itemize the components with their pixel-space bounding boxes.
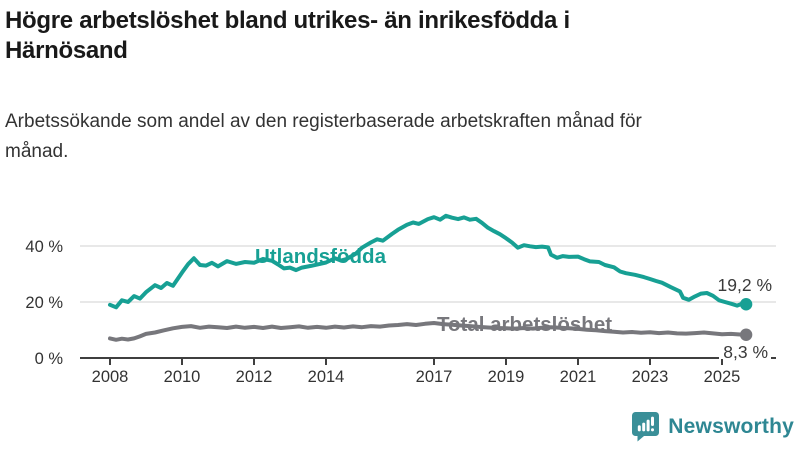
end-value-label-utlandsfodda: 19,2 % <box>718 275 772 295</box>
y-axis-label: 40 % <box>25 238 63 256</box>
chart-subtitle: Arbetssökande som andel av den registerb… <box>5 111 642 162</box>
y-axis-label: 0 % <box>35 350 64 368</box>
series-end-dot-total <box>739 328 753 341</box>
series-end-dot-utlandsfodda <box>739 298 753 311</box>
x-axis-label: 2014 <box>308 368 345 386</box>
x-axis-label: 2008 <box>92 368 129 386</box>
x-axis-label: 2021 <box>560 368 597 386</box>
x-axis-label: 2019 <box>488 368 525 386</box>
x-axis-label: 2010 <box>164 368 201 386</box>
end-label-bg <box>719 341 771 359</box>
x-axis-label: 2012 <box>236 368 273 386</box>
logo-text: Newsworthy <box>668 414 794 438</box>
end-value-label-total: 8,3 % <box>723 342 768 362</box>
x-axis-label: 2025 <box>704 368 741 386</box>
series-line-utlandsfodda <box>108 213 749 310</box>
bar-chart-speech-bubble-icon <box>632 412 660 442</box>
y-axis-label: 20 % <box>25 294 63 312</box>
series-label-utlandsfodda: Utlandsfödda <box>255 245 387 268</box>
x-axis-label: 2023 <box>632 368 669 386</box>
series-line-total <box>108 321 749 342</box>
x-axis-label: 2017 <box>416 368 453 386</box>
page-title: Högre arbetslöshet bland utrikes- än inr… <box>5 7 570 64</box>
newsworthy-logo[interactable]: Newsworthy <box>631 411 794 442</box>
series-label-total: Total arbetslöshet <box>437 313 612 336</box>
